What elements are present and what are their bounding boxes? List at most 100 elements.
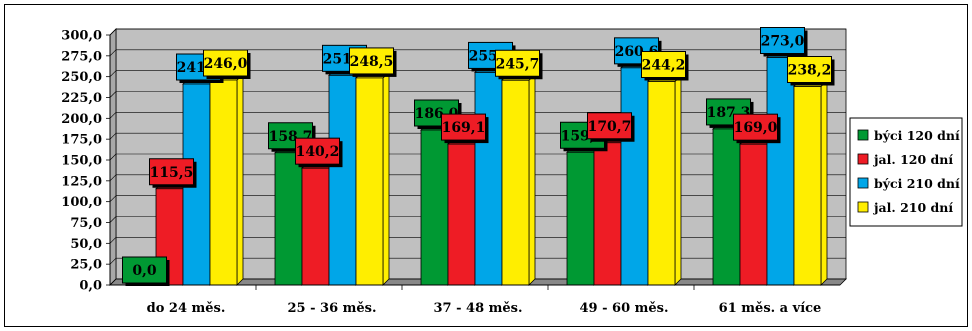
x-tick-label: 61 měs. a více <box>719 301 822 316</box>
gridline-diagonal <box>109 70 117 77</box>
legend-box <box>849 117 963 227</box>
legend-swatch <box>857 177 869 189</box>
data-label-text: 140,2 <box>296 144 340 160</box>
bar <box>355 70 390 286</box>
bar-front <box>793 86 822 286</box>
bar-front <box>647 81 676 286</box>
bar-front <box>739 143 768 286</box>
data-label: 273,0 <box>760 27 808 57</box>
y-tick-label: 175,0 <box>61 133 102 148</box>
data-label-text: 0,0 <box>132 263 157 279</box>
data-label: 244,2 <box>641 51 689 81</box>
bar-front <box>328 74 357 286</box>
y-tick-label: 300,0 <box>61 29 102 44</box>
data-label: 140,2 <box>295 137 343 168</box>
data-label-box <box>203 49 248 77</box>
gridline-diagonal <box>109 112 117 119</box>
data-label-box <box>268 122 313 150</box>
bar-front <box>209 79 238 286</box>
legend-swatch <box>857 153 869 165</box>
data-label-box <box>495 49 540 77</box>
bar-front <box>355 77 384 286</box>
bar-side <box>528 73 536 286</box>
data-label-box <box>587 112 632 140</box>
legend-item: jal. 210 dní <box>857 200 953 215</box>
bar-front <box>620 67 649 286</box>
x-tick-label: 49 - 60 měs. <box>579 301 668 316</box>
data-label: 238,2 <box>787 56 835 86</box>
data-label-box <box>787 56 832 83</box>
data-label-text: 273,0 <box>761 34 805 50</box>
bar-front <box>501 79 530 286</box>
data-label-box <box>441 113 486 141</box>
y-tick-label: 275,0 <box>61 49 102 64</box>
y-tick-label: 0,0 <box>79 279 102 294</box>
y-tick-label: 100,0 <box>61 195 102 210</box>
legend-label: býci 210 dní <box>874 176 960 191</box>
bar-front <box>566 151 595 286</box>
y-tick-label: 150,0 <box>61 154 102 169</box>
legend-item: jal. 120 dní <box>857 152 953 167</box>
bar-front <box>593 142 622 286</box>
legend-item: býci 120 dní <box>857 128 960 143</box>
x-tick-label: do 24 měs. <box>147 301 226 316</box>
plot-area: 0,0115,5241,2246,0158,7140,2251,6248,518… <box>109 27 847 286</box>
data-label-text: 169,1 <box>442 120 486 136</box>
y-tick-label: 200,0 <box>61 112 102 127</box>
legend-label: jal. 210 dní <box>873 200 953 215</box>
bar-side <box>674 74 682 286</box>
gridline-diagonal <box>109 49 117 57</box>
bar-side <box>236 73 244 286</box>
legend-swatch <box>857 129 869 141</box>
bar-front <box>712 128 741 286</box>
data-label-box <box>122 256 167 284</box>
gridline-diagonal <box>109 216 117 223</box>
data-label: 115,5 <box>149 158 197 188</box>
legend-label: jal. 120 dní <box>873 152 953 167</box>
data-label-box <box>349 47 394 75</box>
gridline-diagonal <box>109 91 117 98</box>
bar-front <box>274 152 303 286</box>
x-tick-label: 25 - 36 měs. <box>287 301 376 316</box>
y-tick-label: 250,0 <box>61 70 102 85</box>
bar <box>793 79 828 286</box>
data-label-box <box>295 137 340 165</box>
data-label-box <box>149 158 194 186</box>
bar-side <box>820 79 828 286</box>
bar-front <box>474 72 503 286</box>
gridline-diagonal <box>109 132 117 140</box>
data-label: 0,0 <box>122 256 170 286</box>
gridline-diagonal <box>109 278 117 286</box>
bar-front <box>766 57 795 286</box>
x-axis: do 24 měs. 25 - 36 měs. 37 - 48 měs. 49 - 6… <box>110 284 840 316</box>
gridline-diagonal <box>109 237 117 244</box>
y-tick-label: 125,0 <box>61 174 102 189</box>
bar <box>647 74 682 286</box>
data-label-text: 170,7 <box>588 119 632 135</box>
data-label-box <box>733 113 778 141</box>
data-label-text: 244,2 <box>642 58 686 74</box>
data-label-text: 169,0 <box>734 120 778 136</box>
data-label-box <box>760 27 805 54</box>
data-label-text: 246,0 <box>204 56 248 72</box>
data-label: 246,0 <box>203 49 251 79</box>
data-label: 245,7 <box>495 49 543 80</box>
x-tick-label: 37 - 48 měs. <box>433 301 522 316</box>
y-tick-label: 75,0 <box>70 216 102 231</box>
data-label-text: 238,2 <box>788 63 832 79</box>
legend-item: býci 210 dní <box>857 176 960 191</box>
gridline-diagonal <box>109 195 117 202</box>
data-label: 169,1 <box>441 113 489 144</box>
data-label: 170,7 <box>587 112 635 142</box>
bar <box>501 73 536 286</box>
data-label-text: 245,7 <box>496 56 540 72</box>
bar-front <box>301 167 330 286</box>
y-tick-label: 25,0 <box>70 258 102 273</box>
bar <box>209 73 244 286</box>
gridline-diagonal <box>109 257 117 265</box>
gridline-diagonal <box>109 153 117 161</box>
data-label: 186,0 <box>414 99 462 129</box>
bar-front <box>420 129 449 286</box>
data-label-text: 115,5 <box>150 165 194 181</box>
bar-front <box>447 143 476 286</box>
